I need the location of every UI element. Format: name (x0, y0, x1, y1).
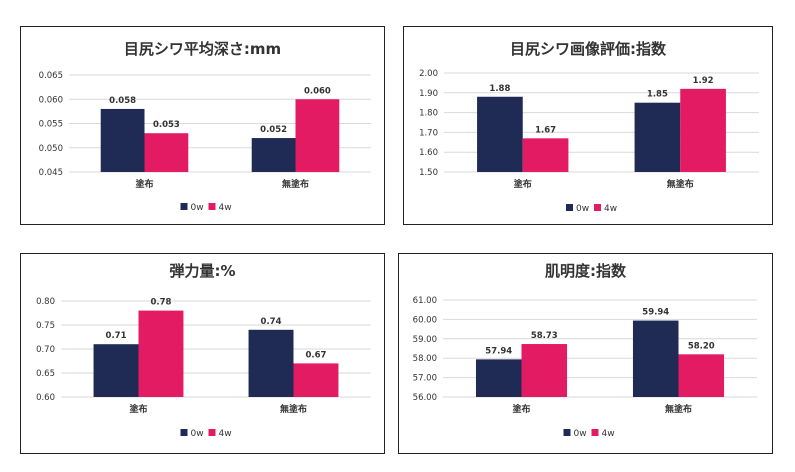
legend-label-4w: 4w (604, 204, 617, 214)
y-tick-label: 0.60 (36, 393, 55, 403)
chart-svg: 目尻シワ画像評価:指数 2.00 1.90 1.80 1.70 1.60 1.50 1.88 1… (419, 40, 759, 214)
bar-0w-1 (632, 320, 679, 397)
legend-swatch-0w (180, 429, 188, 436)
data-label: 1.92 (693, 76, 714, 86)
data-label: 1.67 (535, 125, 556, 135)
bar-0w-1 (248, 329, 294, 397)
y-tick-label: 0.045 (39, 168, 63, 178)
data-label: 0.052 (260, 125, 287, 135)
y-tick-label: 1.50 (419, 168, 438, 178)
category-label: 無塗布 (667, 178, 694, 190)
chart-panel-elasticity: 弾力量:% 0.80 0.75 0.70 0.65 0.60 0.71 0.78 塗布 0.74 0… (20, 253, 385, 454)
legend-swatch-4w (594, 204, 601, 211)
bar-0w-1 (251, 138, 296, 172)
bar-0w-0 (93, 344, 139, 397)
y-tick-label: 59.00 (413, 335, 437, 345)
y-tick-label: 0.065 (39, 71, 63, 81)
y-tick-label: 60.00 (413, 315, 437, 325)
y-tick-label: 58.00 (413, 354, 437, 364)
data-label: 0.67 (305, 350, 326, 360)
y-tick-label: 0.060 (39, 95, 63, 105)
data-label: 1.88 (489, 84, 510, 94)
data-label: 59.94 (642, 308, 669, 318)
legend-label-4w: 4w (219, 203, 232, 213)
chart-svg: 弾力量:% 0.80 0.75 0.70 0.65 0.60 0.71 0.78 塗布 0.74 0… (36, 262, 371, 439)
chart-svg: 肌明度:指数 61.00 60.00 59.00 58.00 57.00 56.00 57.9… (413, 262, 757, 439)
legend-label-4w: 4w (602, 429, 615, 439)
data-label: 0.058 (109, 96, 136, 106)
legend-swatch-4w (208, 429, 216, 436)
chart-panel-skin-brightness: 肌明度:指数 61.00 60.00 59.00 58.00 57.00 56.00 57.9… (398, 253, 773, 454)
legend-label-0w: 0w (191, 429, 204, 439)
y-tick-label: 1.70 (419, 128, 438, 138)
data-label: 0.053 (153, 120, 180, 130)
y-tick-label: 1.60 (419, 148, 438, 158)
data-label: 58.20 (688, 341, 715, 351)
bar-0w-0 (477, 96, 523, 172)
chart-panel-wrinkle-depth: 目尻シワ平均深さ:mm 0.065 0.060 0.055 0.050 0.045 0.05… (20, 26, 385, 225)
bar-4w-0 (522, 138, 569, 172)
data-label: 0.71 (106, 331, 127, 341)
chart-panel-wrinkle-image: 目尻シワ画像評価:指数 2.00 1.90 1.80 1.70 1.60 1.50 1.88 1… (403, 26, 773, 225)
category-label: 無塗布 (280, 403, 307, 415)
legend-label-0w: 0w (576, 204, 589, 214)
chart-title: 弾力量:% (169, 262, 235, 280)
category-label: 無塗布 (665, 403, 692, 415)
category-label: 塗布 (512, 403, 530, 415)
legend-label-0w: 0w (191, 203, 204, 213)
bar-4w-0 (144, 133, 189, 172)
y-tick-label: 2.00 (419, 69, 438, 79)
y-tick-label: 0.055 (39, 120, 63, 130)
y-tick-label: 1.90 (419, 89, 438, 99)
data-label: 0.060 (304, 86, 331, 96)
bar-4w-0 (521, 344, 568, 397)
bar-4w-0 (138, 310, 184, 397)
chart-title: 目尻シワ平均深さ:mm (124, 40, 281, 58)
y-tick-label: 1.80 (419, 109, 438, 119)
bar-0w-1 (634, 102, 681, 172)
legend-label-0w: 0w (574, 429, 587, 439)
bar-4w-1 (680, 88, 726, 172)
chart-svg: 目尻シワ平均深さ:mm 0.065 0.060 0.055 0.050 0.045 0.05… (39, 40, 371, 213)
legend-label-4w: 4w (219, 429, 232, 439)
category-label: 塗布 (135, 178, 153, 190)
data-label: 1.85 (647, 90, 668, 100)
y-tick-label: 0.65 (36, 369, 55, 379)
legend-swatch-0w (566, 204, 573, 211)
category-label: 無塗布 (282, 178, 309, 190)
legend-swatch-4w (591, 429, 599, 436)
y-tick-label: 61.00 (413, 296, 437, 306)
data-label: 57.94 (485, 346, 512, 356)
y-tick-label: 0.75 (36, 321, 55, 331)
legend-swatch-0w (180, 203, 188, 210)
data-label: 0.78 (150, 298, 171, 308)
chart-title: 肌明度:指数 (545, 262, 627, 280)
bar-4w-1 (678, 354, 725, 397)
legend-swatch-0w (563, 429, 571, 436)
data-label: 58.73 (531, 331, 558, 341)
y-tick-label: 56.00 (413, 393, 437, 403)
data-label: 0.74 (261, 317, 282, 327)
bar-4w-1 (295, 99, 340, 172)
category-label: 塗布 (129, 403, 147, 415)
bar-0w-0 (100, 108, 145, 172)
legend-swatch-4w (208, 203, 216, 210)
bar-0w-0 (475, 359, 522, 397)
bar-4w-1 (293, 363, 339, 397)
y-tick-label: 57.00 (413, 374, 437, 384)
y-tick-label: 0.050 (39, 144, 63, 154)
y-tick-label: 0.70 (36, 345, 55, 355)
category-label: 塗布 (514, 178, 532, 190)
y-tick-label: 0.80 (36, 297, 55, 307)
chart-title: 目尻シワ画像評価:指数 (510, 40, 667, 58)
